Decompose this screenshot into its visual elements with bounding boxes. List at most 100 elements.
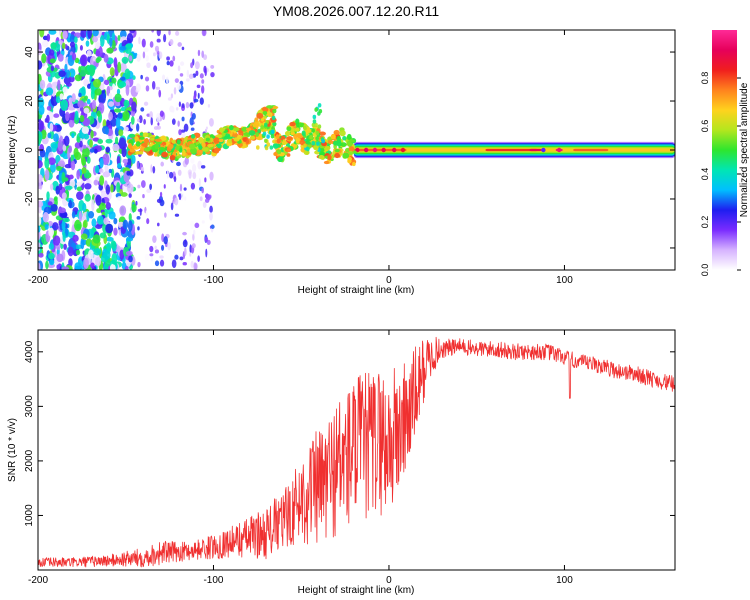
- spectrogram-noise-cell: [163, 184, 166, 189]
- spectrogram-noise-cell: [92, 78, 101, 88]
- spectrogram-noise-cell: [190, 260, 194, 269]
- spectrogram-noise-cell: [185, 101, 190, 109]
- spectrogram-noise-cell: [69, 68, 76, 78]
- colorbar-ticks: 0.0 0.2 0.4 0.6 0.8: [700, 72, 741, 277]
- spectrogram-noise-cell: [59, 93, 64, 100]
- spectrogram-noise-cell: [51, 143, 58, 153]
- spectrogram-noise-cell: [202, 201, 207, 208]
- spectrogram-noise-cell: [108, 168, 113, 174]
- spectrogram-noise-cell: [117, 112, 123, 119]
- spectrogram-signal-cell: [209, 134, 214, 139]
- spectrogram-noise-cell: [102, 171, 111, 178]
- spectrogram-noise-cell: [65, 111, 70, 122]
- spectrogram-noise-cell: [164, 212, 167, 218]
- spectrogram-signal-cell: [272, 109, 277, 114]
- spectrogram-signal-cell: [295, 122, 301, 128]
- spectrogram-signal-cell: [224, 133, 231, 139]
- spectrogram-noise-cell: [156, 198, 162, 203]
- spectrogram-noise-cell: [93, 248, 102, 256]
- spectrogram-noise-cell: [98, 184, 104, 191]
- spectrogram-noise-cell: [163, 236, 168, 245]
- spectrogram-noise-cell: [83, 219, 88, 229]
- spectrogram-signal-cell: [271, 129, 275, 134]
- spectrogram-noise-cell: [97, 138, 104, 145]
- spectrogram-noise-cell: [86, 83, 92, 89]
- spectrogram-noise-cell: [183, 187, 187, 191]
- spectrogram-signal-cell: [281, 141, 288, 145]
- spectrogram-noise-cell: [177, 169, 182, 176]
- spectrogram-noise-cell: [88, 249, 94, 260]
- spectrogram-noise-cell: [71, 132, 75, 139]
- spectrogram-noise-cell: [74, 178, 78, 191]
- spectrogram-signal-cell: [198, 136, 204, 143]
- spectrogram-noise-cell: [177, 120, 180, 127]
- spectrogram-noise-cell: [159, 191, 163, 198]
- spectrogram-noise-cell: [44, 157, 50, 169]
- spectrogram-noise-cell: [131, 101, 137, 112]
- spectrogram-signal-cell: [314, 122, 318, 128]
- spectrogram-noise-cell: [45, 87, 54, 96]
- spectrogram-signal-cell: [311, 141, 316, 146]
- spectrogram-signal-cell: [296, 133, 304, 139]
- spectrogram-noise-cell: [38, 225, 41, 233]
- spectrogram-noise-cell: [175, 30, 180, 36]
- spectrogram-noise-cell: [47, 220, 53, 227]
- spectrogram-noise-cell: [38, 97, 45, 109]
- spectrogram-signal-cell: [293, 133, 298, 140]
- spectrogram-noise-cell: [58, 207, 66, 214]
- spectrogram-noise-cell: [88, 210, 95, 219]
- spectrogram-noise-cell: [166, 169, 169, 179]
- spectrogram-noise-cell: [46, 114, 50, 124]
- spectrogram-signal-cell: [150, 137, 155, 141]
- spectrogram-noise-cell: [92, 35, 98, 43]
- colorbar-tick-label: 0.0: [700, 264, 710, 277]
- spectrogram-noise-cell: [68, 199, 72, 209]
- spectrogram-noise-cell: [174, 213, 180, 217]
- spectrogram-noise-cell: [116, 181, 121, 193]
- spectrogram-noise-cell: [41, 53, 47, 64]
- spectrogram-noise-cell: [156, 125, 161, 130]
- spectrogram-noise-cell: [169, 38, 174, 46]
- spectrogram-noise-cell: [45, 260, 49, 270]
- spectrogram-noise-cell: [139, 208, 142, 216]
- spectrogram-noise-cell: [128, 255, 133, 263]
- spectrogram-noise-cell: [98, 168, 104, 174]
- spectrogram-noise-cell: [121, 56, 129, 64]
- spectrogram-signal-cell: [333, 129, 340, 136]
- spectrogram-noise-cell: [69, 34, 76, 44]
- spectrogram-signal-cell: [252, 122, 260, 128]
- spectrogram-noise-cell: [69, 41, 76, 48]
- spectrogram-signal-cell: [214, 147, 220, 154]
- spectrogram-signal-cell: [286, 153, 291, 157]
- spectrogram-noise-cell: [81, 126, 90, 135]
- spectrogram-noise-cell: [156, 38, 161, 43]
- spectrogram-signal-cell: [227, 138, 233, 144]
- spectrogram-noise-cell: [105, 202, 111, 210]
- spectrogram-noise-cell: [150, 117, 153, 126]
- spectrogram-noise-cell: [194, 222, 200, 229]
- spectrogram-noise-cell: [114, 30, 121, 33]
- spectrogram-signal-peak: [381, 147, 386, 153]
- spectrogram-noise-cell: [62, 217, 70, 223]
- spectrogram-noise-cell: [155, 86, 161, 90]
- spectrogram-noise-cell: [71, 210, 76, 219]
- spectrogram-noise-cell: [46, 191, 50, 200]
- spectrogram-signal-cell: [273, 152, 278, 157]
- spectrogram-image: [38, 30, 675, 270]
- spectrogram-noise-cell: [48, 242, 55, 250]
- spectrogram-noise-cell: [138, 36, 141, 45]
- spectrogram-noise-cell: [119, 45, 127, 51]
- figure-title: YM08.2026.007.12.20.R11: [273, 3, 440, 19]
- spectrogram-noise-cell: [137, 226, 140, 231]
- spectrogram-noise-cell: [104, 163, 109, 173]
- spectrogram-noise-cell: [111, 32, 116, 42]
- spectrogram-signal-cell: [311, 122, 316, 128]
- spectrogram-noise-cell: [201, 30, 207, 37]
- spectrogram-noise-cell: [85, 40, 90, 47]
- spectrogram-noise-cell: [50, 203, 58, 212]
- spectrogram-noise-cell: [122, 110, 130, 122]
- spectrogram-noise-cell: [158, 89, 162, 98]
- spectrogram-noise-cell: [64, 185, 73, 190]
- spectrogram-noise-cell: [174, 78, 179, 83]
- spectrogram-noise-cell: [38, 174, 43, 183]
